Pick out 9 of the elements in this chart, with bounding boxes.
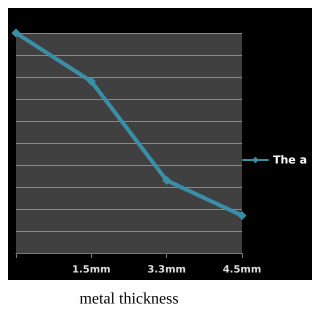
x-tick-label: 1.5mm (72, 264, 111, 276)
x-axis-title: metal thickness (79, 290, 179, 308)
legend-label: The a (272, 154, 308, 166)
point (238, 211, 246, 220)
x-tick-label: 4.5mm (222, 264, 262, 276)
point (86, 76, 96, 86)
point (12, 28, 20, 38)
x-tick-label: 3.3mm (147, 264, 186, 276)
point (162, 176, 172, 185)
